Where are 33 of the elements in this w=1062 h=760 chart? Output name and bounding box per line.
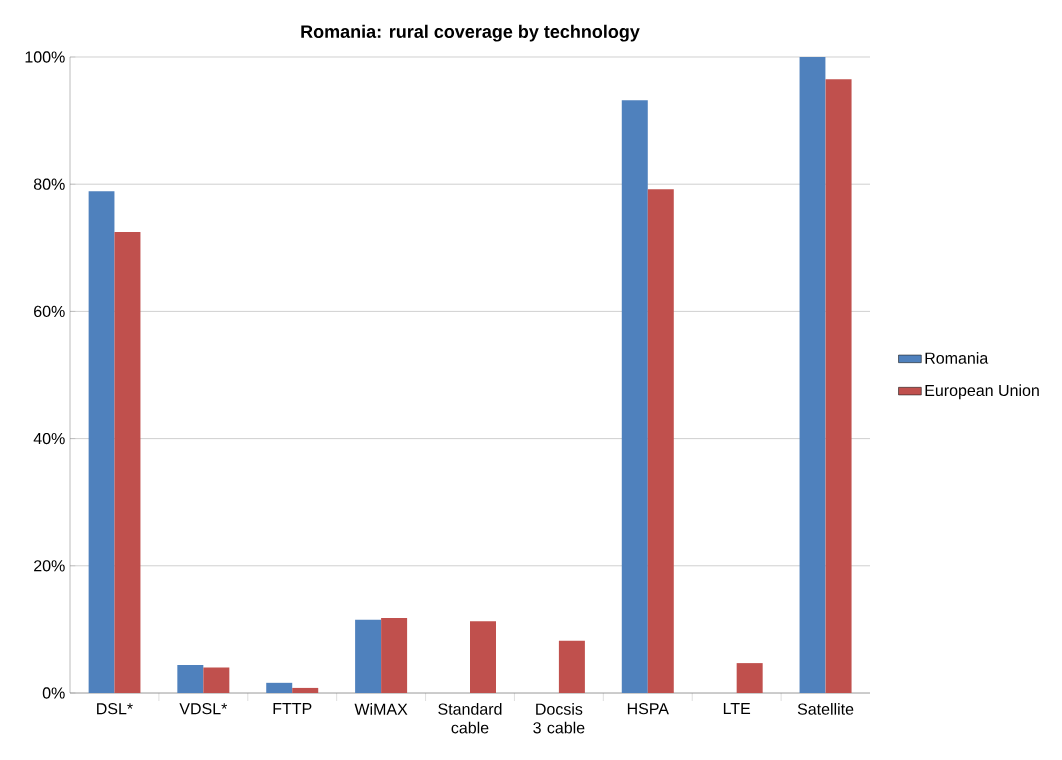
x-tick-label: FTTP <box>273 703 312 715</box>
x-tick-label: Standard cable <box>438 703 502 734</box>
bar <box>470 621 496 693</box>
bar <box>647 189 674 693</box>
bar <box>114 231 141 693</box>
chart-title: Romania: rural coverage by technology <box>301 24 640 42</box>
x-tick-label: VDSL* <box>179 703 228 715</box>
y-tick-label: 40% <box>33 432 65 445</box>
bar <box>203 667 230 693</box>
y-tick-label: 80% <box>33 178 65 190</box>
bar <box>799 56 826 693</box>
y-tick-label: 100% <box>25 51 65 63</box>
bar <box>355 619 382 693</box>
bar <box>381 617 408 693</box>
bar <box>88 191 115 693</box>
bar <box>292 687 319 693</box>
x-tick-label: DSL* <box>97 703 133 715</box>
x-tick-label: Satellite <box>797 703 854 715</box>
x-tick-label: WiMAX <box>354 703 408 715</box>
legend-label: Romania <box>925 352 989 364</box>
legend-label: European Union <box>925 384 1039 400</box>
y-tick-label: 60% <box>34 305 65 318</box>
y-tick-label: 0% <box>42 687 65 699</box>
bar <box>266 682 293 693</box>
x-tick-label: Docsis 3 cable <box>533 703 585 734</box>
y-tick-label: 20% <box>34 560 65 572</box>
x-tick-label: HSPA <box>627 703 669 715</box>
x-tick-label: LTE <box>723 703 751 715</box>
bar <box>736 663 763 693</box>
bar <box>558 640 585 693</box>
bar <box>825 79 852 693</box>
bar <box>621 100 648 693</box>
bar <box>177 665 204 693</box>
